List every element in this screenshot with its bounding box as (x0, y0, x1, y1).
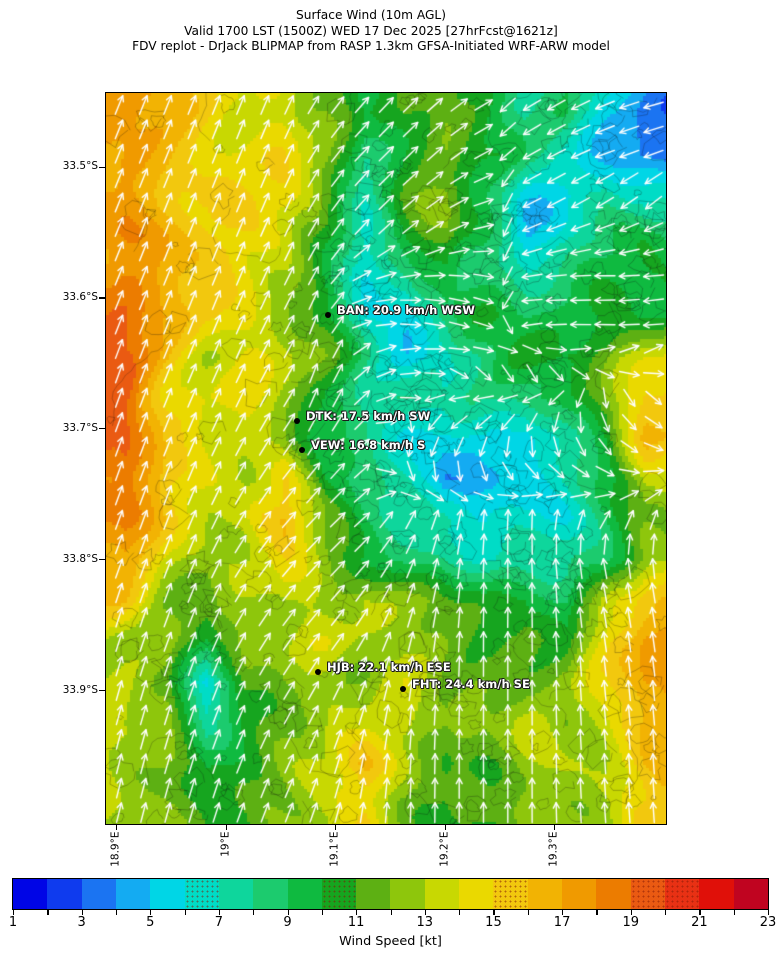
title-line-2: Valid 1700 LST (1500Z) WED 17 Dec 2025 [… (184, 23, 558, 38)
colorbar-tick-label: 1 (8, 915, 18, 930)
lat-tick-mark (99, 559, 105, 561)
colorbar-tick-label: 21 (691, 915, 708, 930)
colorbar-tick-label: 9 (283, 915, 292, 930)
lon-tick-label: 19.3°E (547, 831, 560, 867)
colorbar-segment (630, 879, 665, 909)
station-marker-dot (294, 417, 300, 424)
colorbar-tick-mark (665, 910, 667, 915)
colorbar-segment (81, 879, 116, 909)
colorbar-tick-label: 13 (416, 915, 434, 930)
station-marker-dot (399, 686, 406, 693)
colorbar-tick-mark (562, 910, 564, 915)
title-line-3: FDV replot - DrJack BLIPMAP from RASP 1.… (132, 39, 610, 54)
colorbar-tick-mark (81, 910, 83, 915)
colorbar-tick-mark (493, 910, 495, 915)
colorbar-segment (47, 879, 82, 909)
colorbar-segment (527, 879, 562, 909)
lon-tick-mark (225, 825, 227, 830)
colorbar-segment (562, 879, 597, 909)
station-label: DTK: 17.5 km/h SW (306, 408, 431, 423)
figure-title: Surface Wind (10m AGL) Valid 1700 LST (1… (0, 8, 742, 55)
lon-tick-label: 19.1°E (328, 831, 341, 867)
colorbar-tick-mark (390, 910, 392, 915)
colorbar-segment (184, 879, 219, 909)
colorbar-label: Wind Speed [kt] (339, 934, 442, 949)
wind-field-canvas (106, 93, 666, 824)
lon-tick-mark (444, 825, 446, 830)
colorbar-tick-mark (527, 910, 529, 915)
colorbar-tick-mark (321, 910, 324, 915)
colorbar-segment (115, 879, 151, 909)
colorbar-tick-mark (47, 910, 49, 915)
lat-tick-label: 33.5°S (62, 160, 98, 172)
lat-tick-mark (99, 166, 105, 168)
station-label: FHT: 24.4 km/h SE (411, 677, 530, 692)
lat-tick-label: 33.6°S (62, 290, 98, 303)
lon-tick-mark (554, 825, 556, 830)
colorbar-tick-label: 17 (553, 915, 571, 930)
colorbar-segment (356, 879, 391, 909)
colorbar-tick-label: 11 (347, 915, 365, 930)
colorbar-tick-mark (287, 910, 289, 915)
colorbar-segment (13, 879, 48, 909)
lon-tick-mark (116, 825, 118, 830)
colorbar-segment (493, 879, 528, 909)
colorbar (12, 878, 769, 910)
colorbar-segment (459, 879, 494, 909)
lat-tick-label: 33.9°S (62, 683, 98, 696)
colorbar-segment (664, 879, 700, 909)
colorbar-tick-mark (733, 910, 735, 915)
lat-tick-mark (99, 428, 105, 430)
colorbar-tick-mark (184, 910, 186, 915)
colorbar-segment (218, 879, 254, 909)
lat-tick-label: 33.8°S (62, 552, 98, 565)
title-line-1: Surface Wind (10m AGL) (296, 8, 446, 22)
colorbar-segment (733, 879, 768, 909)
colorbar-tick-label: 5 (146, 915, 155, 930)
colorbar-segment (596, 879, 631, 909)
colorbar-tick-mark (356, 910, 358, 915)
colorbar-segment (699, 879, 734, 909)
lat-tick-mark (99, 690, 105, 692)
colorbar-tick-label: 15 (485, 915, 502, 930)
colorbar-tick-mark (115, 910, 118, 915)
colorbar-tick-label: 19 (622, 915, 639, 930)
colorbar-segment (253, 879, 288, 909)
colorbar-tick-label: 7 (214, 915, 224, 930)
colorbar-segment (287, 879, 322, 909)
colorbar-tick-mark (150, 910, 152, 915)
station-marker-dot (299, 447, 306, 454)
colorbar-tick-mark (630, 910, 632, 915)
station-marker-dot (315, 669, 322, 676)
lat-tick-mark (99, 297, 105, 299)
colorbar-tick-mark (596, 910, 598, 915)
colorbar-tick-mark (253, 910, 255, 915)
lon-tick-label: 19°E (219, 831, 231, 857)
colorbar-tick-label: 23 (759, 915, 777, 930)
colorbar-segment (150, 879, 185, 909)
lon-tick-mark (335, 825, 337, 830)
colorbar-tick-label: 3 (77, 915, 86, 930)
colorbar-segment (321, 879, 357, 909)
lon-tick-label: 19.2°E (438, 831, 450, 867)
wind-map: BAN: 20.9 km/h WSW DTK: 17.5 km/h SW VEW: … (105, 92, 667, 825)
lon-tick-label: 18.9°E (109, 831, 122, 867)
station-label: HJB: 22.1 km/h ESE (327, 660, 451, 675)
colorbar-tick-mark (218, 910, 221, 915)
station-marker-dot (324, 311, 331, 318)
colorbar-tick-mark (13, 910, 15, 915)
colorbar-segment (424, 879, 460, 909)
colorbar-tick-mark (699, 910, 701, 915)
station-label: BAN: 20.9 km/h WSW (336, 302, 475, 317)
colorbar-segment (390, 879, 425, 909)
lat-tick-label: 33.7°S (62, 421, 98, 434)
colorbar-tick-mark (424, 910, 426, 915)
colorbar-tick-mark (459, 910, 461, 915)
station-label: VEW: 16.8 km/h S (311, 438, 426, 453)
colorbar-tick-mark (768, 910, 770, 915)
